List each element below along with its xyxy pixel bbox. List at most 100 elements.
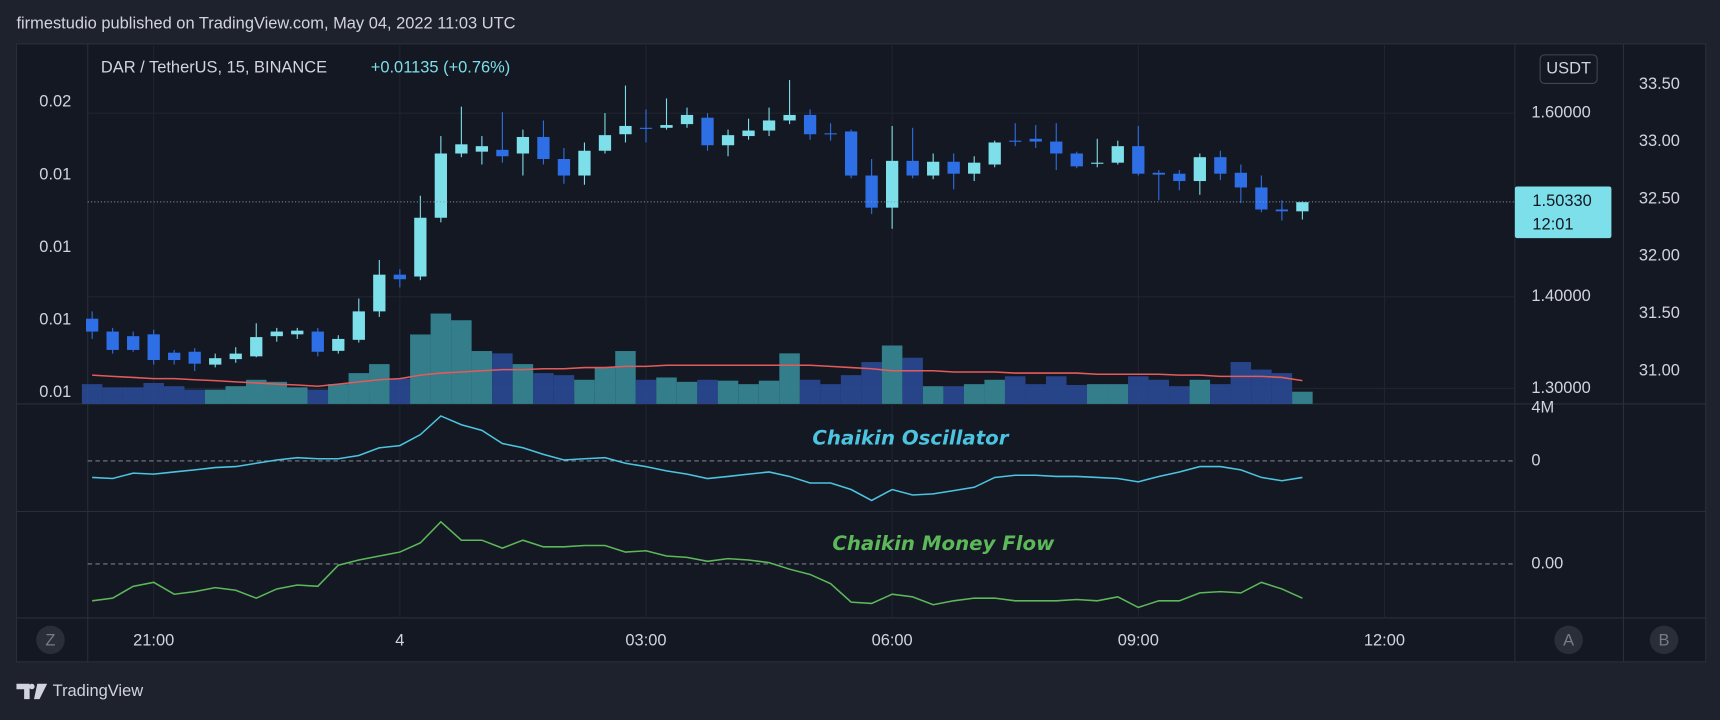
x-tick-label: 09:00 [1118,631,1159,649]
volume-bar [922,386,944,404]
candle-body [906,160,919,176]
volume-bar [1004,376,1026,404]
volume-bar [451,320,472,404]
y3-tick-label: 0.01 [39,383,71,401]
control-button[interactable] [36,625,65,655]
control-label[interactable]: B [1659,631,1670,649]
indicator-line [92,415,1303,502]
candle-body [291,330,304,335]
candle-body [373,274,386,312]
volume-ma-line [92,364,1303,388]
volume-bar [143,382,164,404]
volume-bar [389,378,411,404]
candle-body [557,159,571,176]
volume-bar [266,381,288,404]
volume-bar [512,364,534,404]
candle-body [1173,173,1186,182]
candle-body [352,311,365,340]
control-label[interactable]: A [1563,631,1574,649]
candle-body [1152,172,1165,175]
candle-body [270,331,283,337]
volume-bar [840,375,862,404]
candle-body [742,130,755,137]
candle-body [1193,157,1206,182]
volume-bar [410,334,431,404]
candle-body [844,131,858,176]
volume-bar [861,362,882,404]
indicator-line [92,520,1303,609]
candle-body [1050,141,1063,154]
volume-bar [881,345,903,404]
volume-bar [1128,376,1149,404]
volume-bar [1292,391,1313,404]
candle-body [311,331,324,352]
volume-bar [738,384,759,404]
control-label[interactable]: Z [45,631,55,649]
candle-body [537,136,550,160]
candle-body [168,352,181,361]
volume-bar [471,351,493,404]
candle-body [1009,140,1022,142]
y-tick-label: 4M [1531,399,1554,417]
volume-bar [533,373,554,404]
volume-bar [1210,384,1231,404]
y2-tick-label: 32.50 [1639,189,1680,207]
volume-bar [779,353,800,404]
volume-bar [1251,369,1272,404]
candle-body [885,160,899,208]
last-price-label: 1.50330 [1532,192,1591,210]
control-button[interactable] [1649,625,1679,655]
candle-body [393,274,406,280]
candle-body [947,161,960,174]
currency-label[interactable]: USDT [1546,59,1591,77]
brand-name: TradingView [53,682,144,700]
candle-body [127,336,140,350]
volume-bar [1189,379,1211,404]
volume-bar [820,384,841,404]
x-tick-label: 21:00 [133,631,174,649]
volume-bar [1025,384,1046,404]
candle-body [680,114,694,125]
volume-bar [348,373,370,404]
volume-bar [758,380,780,404]
candle-body [106,331,119,350]
volume-bar [163,386,185,404]
countdown-label: 12:01 [1532,215,1573,233]
candle-body [1255,187,1268,210]
last-price-box [1514,186,1612,239]
candle-body [968,162,981,174]
volume-bar [943,386,964,404]
volume-bar [492,353,513,404]
currency-box[interactable] [1539,54,1598,84]
plot-layer: 21:00 4 03:00 06:00 09:00 12:00 1.30000 1.40000… [39,43,1680,649]
candle-body [229,353,242,360]
change-legend: +0.01135 (+0.76%) [371,58,510,76]
brand-logo [16,683,48,700]
volume-bar [204,389,226,404]
y2-tick-label: 31.00 [1639,361,1680,379]
candle-body [455,144,468,154]
candle-body [762,120,776,131]
volume-bar [1271,373,1293,404]
candle-body [1070,153,1083,167]
candle-body [598,135,612,151]
y-tick-label: 1.60000 [1531,103,1590,121]
candle-body [803,114,817,135]
control-button[interactable] [1554,625,1583,655]
volume-bar [676,381,698,404]
candle-body [824,133,837,135]
y3-tick-label: 0.01 [39,165,71,183]
candle-body [86,318,99,332]
volume-bar [553,375,575,404]
volume-bar [287,387,308,404]
candle-body [496,149,509,157]
candle-body [1111,146,1124,163]
candle-body [250,337,263,357]
volume-bar [717,380,739,404]
volume-bar [1087,384,1108,404]
candle-body [578,150,591,176]
volume-bar [1169,386,1190,404]
candle-body [1275,209,1289,212]
volume-bar [635,379,657,404]
x-tick-label: 03:00 [625,631,666,649]
